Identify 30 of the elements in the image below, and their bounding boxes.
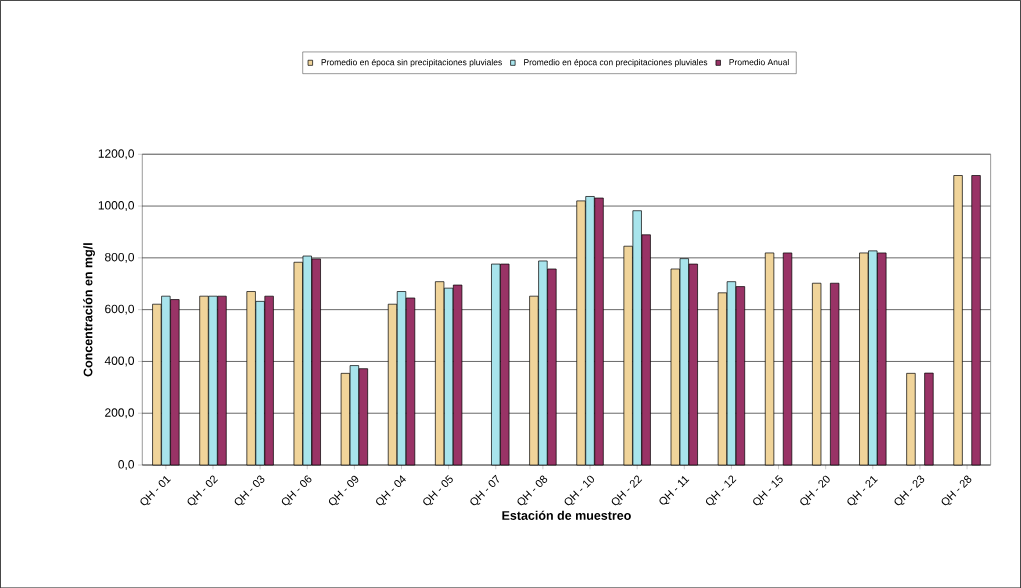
x-tick-label: QH - 20 [800, 475, 830, 506]
y-tick-label: 1200,0 [98, 149, 135, 160]
legend-label: Promedio en época sin precipitaciones pluviales [321, 58, 502, 67]
y-tick-label: 0,0 [118, 459, 135, 470]
x-tick-label: QH - 08 [517, 475, 548, 506]
y-tick-label: 800,0 [105, 252, 135, 263]
x-tick-label: QH - 23 [894, 475, 925, 506]
x-tick-label: QH - 15 [753, 474, 783, 506]
x-tick-label: QH - 06 [281, 475, 312, 506]
legend-label: Promedio Anual [729, 58, 789, 66]
x-tick-label: QH - 07 [470, 474, 499, 506]
y-tick-label: 400,0 [104, 356, 135, 367]
x-tick-label: QH - 03 [234, 475, 265, 506]
x-tick-label: QH - 01 [140, 475, 171, 506]
x-tick-label: QH - 21 [847, 475, 878, 506]
x-tick-label: QH - 10 [564, 475, 595, 506]
x-tick-label: QH - 05 [423, 474, 453, 506]
x-tick-label: QH - 22 [611, 475, 643, 506]
x-tick-label: QH - 28 [941, 475, 972, 506]
x-tick-label: QH - 12 [706, 475, 737, 506]
x-tick-label: QH - 02 [187, 475, 219, 506]
y-tick-label: 200,0 [105, 408, 135, 419]
x-tick-label: QH - 04 [376, 475, 406, 506]
y-axis-title: Concentración en mg/l [83, 243, 95, 377]
x-axis-title: Estación de muestreo [502, 510, 631, 520]
x-tick-label: QH - 09 [328, 475, 359, 506]
y-tick-label: 1000,0 [98, 200, 135, 211]
legend-label: Promedio en época con precipitaciones pluviales [524, 58, 708, 67]
x-tick-label: QH - 11 [659, 475, 690, 505]
y-tick-label: 600,0 [105, 304, 135, 315]
